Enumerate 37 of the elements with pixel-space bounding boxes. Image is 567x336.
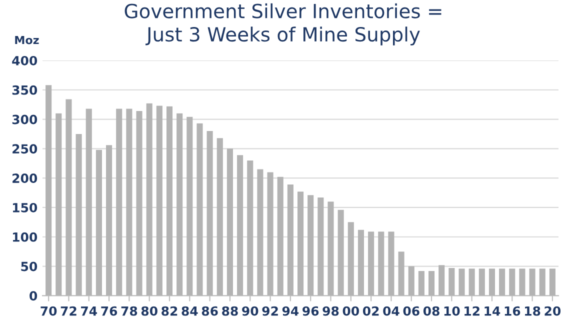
x-tick-label: 76 bbox=[101, 306, 118, 316]
x-tick-label: 84 bbox=[182, 306, 198, 316]
y-tick-label: 0 bbox=[30, 291, 38, 301]
y-tick-label: 50 bbox=[21, 262, 38, 272]
y-tick-label: 150 bbox=[12, 202, 38, 212]
x-tick-label: 80 bbox=[141, 306, 158, 316]
x-tick-label: 86 bbox=[202, 306, 218, 316]
x-tick-label: 20 bbox=[544, 306, 561, 316]
y-tick-label: 100 bbox=[12, 232, 38, 242]
x-tick-label: 16 bbox=[504, 306, 520, 316]
x-tick-label: 04 bbox=[383, 306, 400, 316]
x-tick-label: 88 bbox=[222, 306, 238, 316]
x-tick-label: 94 bbox=[282, 306, 299, 316]
x-tick-label: 72 bbox=[60, 306, 76, 316]
x-tick-label: 70 bbox=[40, 306, 57, 316]
x-tick-label: 96 bbox=[302, 306, 319, 316]
x-tick-label: 98 bbox=[322, 306, 339, 316]
y-tick-label: 250 bbox=[12, 144, 38, 154]
x-tick-label: 02 bbox=[362, 306, 379, 316]
x-tick-label: 08 bbox=[423, 306, 440, 316]
y-tick-label: 300 bbox=[12, 114, 38, 124]
y-axis-title: Moz bbox=[15, 36, 39, 44]
x-tick-label: 74 bbox=[81, 306, 98, 316]
x-tick-label: 90 bbox=[242, 306, 258, 316]
y-tick-label: 400 bbox=[12, 56, 38, 66]
y-tick-label: 200 bbox=[12, 174, 38, 184]
x-tick-label: 06 bbox=[403, 306, 420, 316]
x-tick-label: 82 bbox=[162, 306, 178, 316]
x-tick-label: 78 bbox=[121, 306, 138, 316]
x-tick-label: 10 bbox=[444, 306, 460, 316]
x-tick-label: 12 bbox=[464, 306, 480, 316]
x-tick-label: 92 bbox=[262, 306, 278, 316]
x-tick-label: 18 bbox=[525, 306, 540, 316]
x-tick-label: 00 bbox=[342, 306, 359, 316]
y-tick-label: 350 bbox=[12, 85, 38, 95]
chart-title: Government Silver Inventories = Just 3 Weeks of Mine Supply bbox=[124, 3, 442, 46]
x-tick-label: 14 bbox=[484, 306, 500, 316]
